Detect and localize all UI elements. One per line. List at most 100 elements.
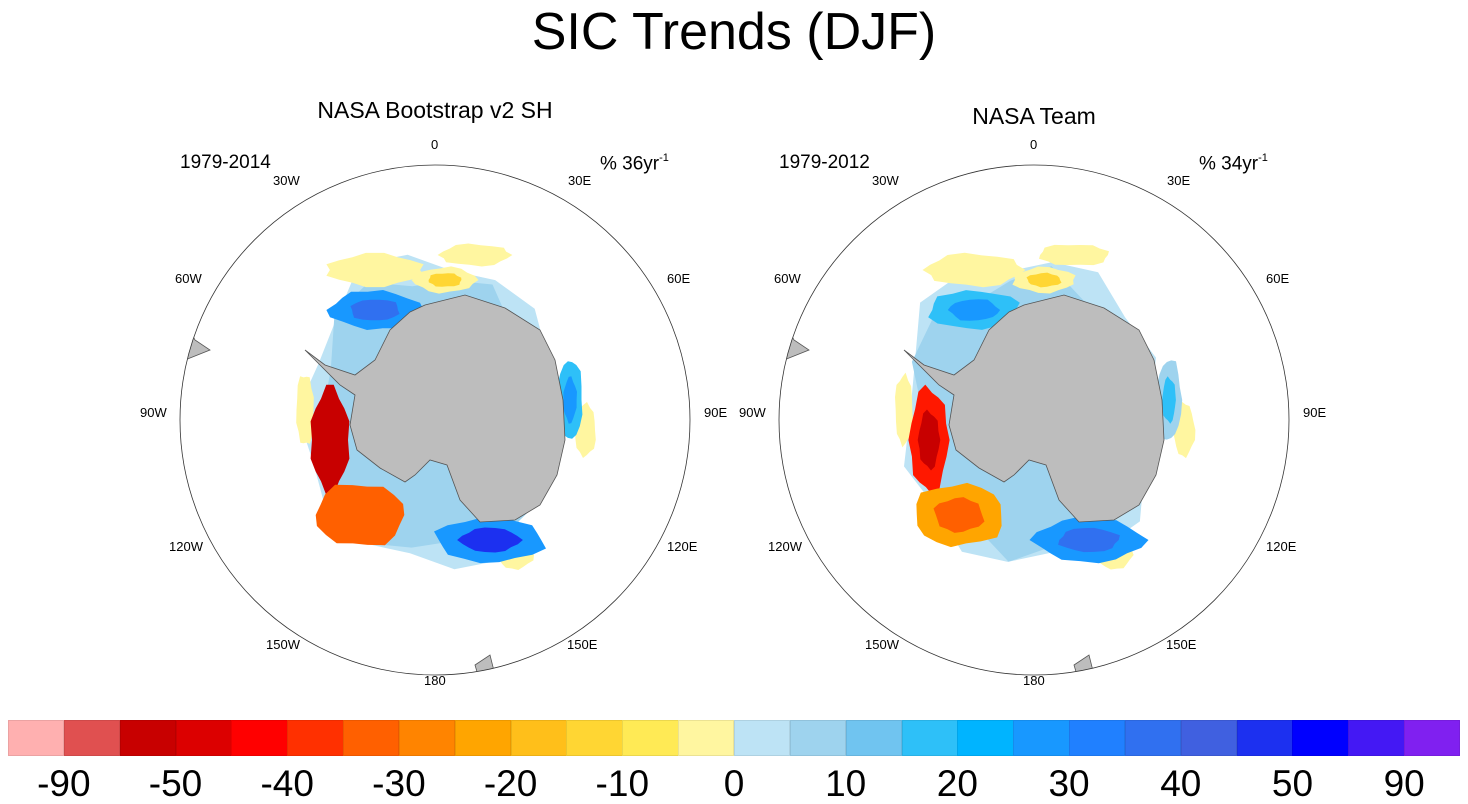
colorbar-box: [1069, 720, 1126, 756]
lon-label-30w: 30W: [872, 173, 899, 188]
colorbar-tick-label: 90: [1383, 763, 1425, 804]
trend-patch-yellow: [895, 372, 913, 448]
colorbar-tick-label: 20: [936, 763, 978, 804]
colorbar-box: [957, 720, 1014, 756]
colorbar-box: [1404, 720, 1461, 756]
lon-label-60e: 60E: [1266, 271, 1290, 286]
lon-label-30e: 30E: [568, 173, 592, 188]
colorbar: [8, 720, 1461, 758]
colorbar-tick-label: 30: [1048, 763, 1090, 804]
lon-label-90e: 90E: [704, 405, 728, 420]
map-boundary-circle: [179, 164, 691, 676]
lon-label-90w: 90W: [739, 405, 766, 420]
map-boundary-circle: [778, 164, 1290, 676]
colorbar-box: [454, 720, 512, 756]
lon-label-150e: 150E: [1166, 637, 1197, 652]
panel-title: NASA Team: [972, 103, 1096, 129]
antarctica-landmass: [304, 294, 566, 523]
trend-region-core: [917, 409, 941, 471]
trend-region-core: [319, 409, 341, 471]
period-label: 1979-2012: [779, 152, 870, 173]
colorbar-box: [678, 720, 735, 756]
panel-title: NASA Bootstrap v2 SH: [317, 97, 553, 123]
trend-patch-yellow: [1039, 244, 1109, 266]
trend-region-core: [336, 498, 384, 532]
map-panel-bootstrap: NASA Bootstrap v2 SH 1979-2014 % 36yr-1 …: [135, 92, 735, 692]
colorbar-tick-label: 0: [723, 763, 745, 804]
colorbar-box: [343, 720, 400, 756]
colorbar-box: [119, 720, 177, 756]
colorbar-tick-label: 50: [1271, 763, 1314, 804]
map-panel-team: NASA Team 1979-2012 % 34yr-1 0 30E 60E 9…: [734, 92, 1334, 692]
colorbar-box: [622, 720, 679, 756]
colorbar-box: [1348, 720, 1405, 756]
map-content: [779, 244, 1196, 675]
lon-label-60w: 60W: [175, 271, 202, 286]
lon-label-120w: 120W: [768, 539, 802, 554]
trend-region-core: [1058, 527, 1120, 553]
lon-label-30e: 30E: [1167, 173, 1191, 188]
colorbar-box: [1292, 720, 1349, 756]
colorbar-box: [1124, 720, 1182, 756]
trend-patch-yellow: [922, 252, 1026, 288]
lon-label-120w: 120W: [169, 539, 203, 554]
colorbar-tick-label: -30: [372, 763, 426, 804]
lon-label-0: 0: [431, 137, 439, 152]
colorbar-tick-label: -50: [148, 763, 203, 804]
lon-label-180: 180: [1023, 673, 1045, 688]
antarctica-landmass: [903, 294, 1165, 523]
period-label: 1979-2014: [180, 152, 271, 173]
south-america-landmass: [779, 319, 810, 366]
trend-region-core: [457, 527, 523, 553]
colorbar-box: [1236, 720, 1293, 756]
colorbar-box: [1013, 720, 1070, 756]
trend-region-core: [933, 497, 985, 533]
new-zealand-landmass: [474, 654, 496, 675]
trend-patch-yellow: [296, 376, 314, 444]
trend-patch-yellow: [326, 252, 424, 288]
colorbar-box: [63, 720, 121, 756]
trend-patch-yellow: [437, 243, 513, 267]
trend-region-core: [563, 376, 577, 424]
south-america-landmass: [180, 319, 211, 366]
trend-region-core: [1026, 272, 1062, 288]
polar-map: [778, 164, 1290, 676]
colorbar-box: [901, 720, 958, 756]
chart-title: SIC Trends (DJF): [531, 3, 937, 61]
trend-region-core: [947, 299, 1001, 321]
lon-label-90w: 90W: [140, 405, 167, 420]
lon-label-30w: 30W: [273, 173, 300, 188]
colorbar-box: [8, 720, 65, 756]
colorbar-tick-label: 40: [1160, 763, 1202, 804]
colorbar-tick-label: -10: [595, 763, 650, 804]
colorbar-box: [287, 720, 344, 756]
lon-label-0: 0: [1030, 137, 1038, 152]
lon-label-150w: 150W: [865, 637, 899, 652]
colorbar-tick-label: 10: [825, 763, 867, 804]
trend-region-core: [428, 273, 462, 287]
units-label: % 34yr-1: [1199, 152, 1268, 175]
map-content: [180, 243, 596, 675]
new-zealand-landmass: [1073, 654, 1095, 675]
colorbar-box: [845, 720, 903, 756]
colorbar-box: [789, 720, 847, 756]
colorbar-box: [398, 720, 456, 756]
colorbar-box: [231, 720, 288, 756]
colorbar-box: [175, 720, 232, 756]
lon-label-60e: 60E: [667, 271, 691, 286]
lon-label-120e: 120E: [667, 539, 698, 554]
lon-label-90e: 90E: [1303, 405, 1327, 420]
colorbar-tick-label: -90: [37, 763, 91, 804]
units-label: % 36yr-1: [600, 152, 669, 175]
colorbar-box: [1180, 720, 1238, 756]
lon-label-150w: 150W: [266, 637, 300, 652]
colorbar-tick-label: -40: [260, 763, 314, 804]
colorbar-box: [510, 720, 567, 756]
colorbar-tick-label: -20: [483, 763, 538, 804]
trend-region-core: [350, 299, 400, 321]
lon-label-150e: 150E: [567, 637, 598, 652]
colorbar-box: [566, 720, 623, 756]
colorbar-box: [734, 720, 791, 756]
polar-map: [179, 164, 691, 676]
lon-label-60w: 60W: [774, 271, 801, 286]
